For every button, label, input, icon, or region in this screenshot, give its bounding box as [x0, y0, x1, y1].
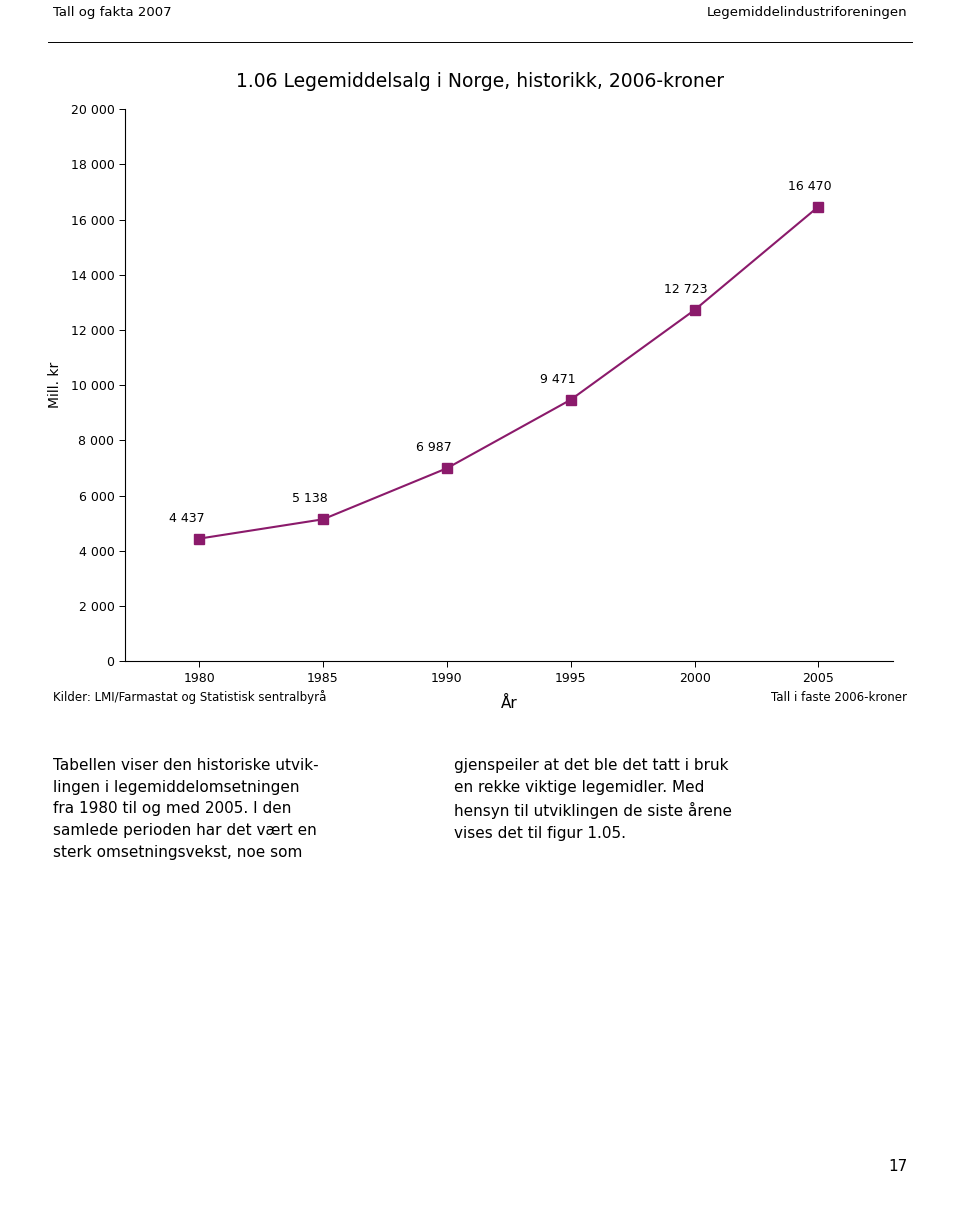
X-axis label: År: År — [500, 695, 517, 711]
Text: 6 987: 6 987 — [417, 442, 452, 455]
Text: Tall og fakta 2007: Tall og fakta 2007 — [53, 6, 172, 19]
Text: 17: 17 — [888, 1160, 907, 1174]
Text: 9 471: 9 471 — [540, 372, 576, 386]
Text: Legemiddelindustriforeningen: Legemiddelindustriforeningen — [707, 6, 907, 19]
Text: 12 723: 12 723 — [664, 283, 708, 296]
Text: Tall i faste 2006-kroner: Tall i faste 2006-kroner — [771, 691, 907, 704]
Text: 4 437: 4 437 — [169, 512, 204, 525]
Text: Kilder: LMI/Farmastat og Statistisk sentralbyrå: Kilder: LMI/Farmastat og Statistisk sent… — [53, 690, 326, 705]
Text: Tabellen viser den historiske utvik-
lingen i legemiddelomsetningen
fra 1980 til: Tabellen viser den historiske utvik- lin… — [53, 758, 319, 860]
Text: 5 138: 5 138 — [293, 492, 328, 506]
Text: gjenspeiler at det ble det tatt i bruk
en rekke viktige legemidler. Med
hensyn t: gjenspeiler at det ble det tatt i bruk e… — [454, 758, 732, 841]
Text: 16 470: 16 470 — [788, 180, 831, 193]
Y-axis label: Mill. kr: Mill. kr — [48, 361, 62, 409]
Text: 1.06 Legemiddelsalg i Norge, historikk, 2006-kroner: 1.06 Legemiddelsalg i Norge, historikk, … — [236, 72, 724, 91]
